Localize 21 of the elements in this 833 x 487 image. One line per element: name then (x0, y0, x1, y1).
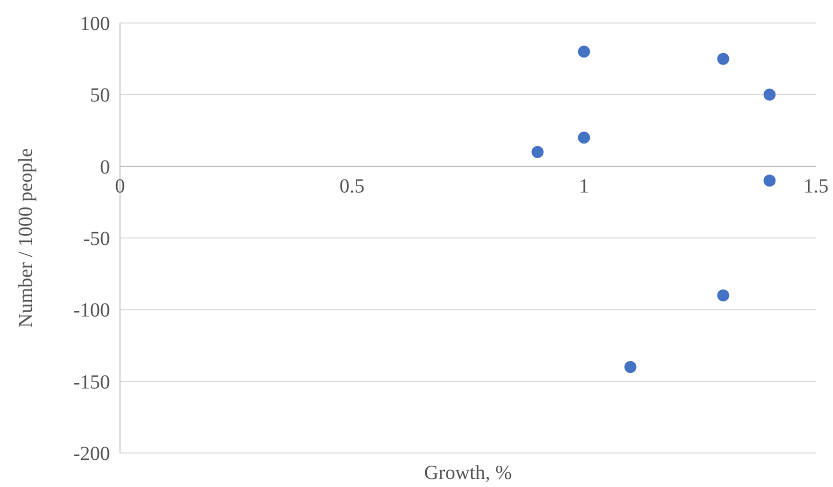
point (717, 289, 730, 302)
point (764, 174, 776, 187)
point (717, 52, 730, 65)
x-tick-label: 0.5 (340, 175, 364, 198)
y-tick-label: -50 (83, 228, 110, 250)
y-axis-title: Number / 1000 people (15, 148, 37, 328)
x-axis-title: Growth, % (424, 462, 512, 484)
y-tick-label: 0 (100, 156, 110, 178)
point (578, 132, 590, 144)
y-tick-label: -200 (73, 443, 110, 465)
y-tick-label: 50 (90, 84, 110, 107)
point (764, 88, 776, 101)
point (578, 46, 590, 58)
y-tick-label: 100 (80, 13, 110, 35)
y-tick-label: -150 (73, 371, 110, 394)
point (624, 361, 636, 373)
y-tick-label: -100 (73, 300, 110, 322)
point (532, 146, 544, 158)
x-tick-label: 1.5 (804, 175, 828, 198)
x-tick-label: 1 (579, 175, 589, 198)
x-tick-label: 0 (115, 175, 125, 198)
